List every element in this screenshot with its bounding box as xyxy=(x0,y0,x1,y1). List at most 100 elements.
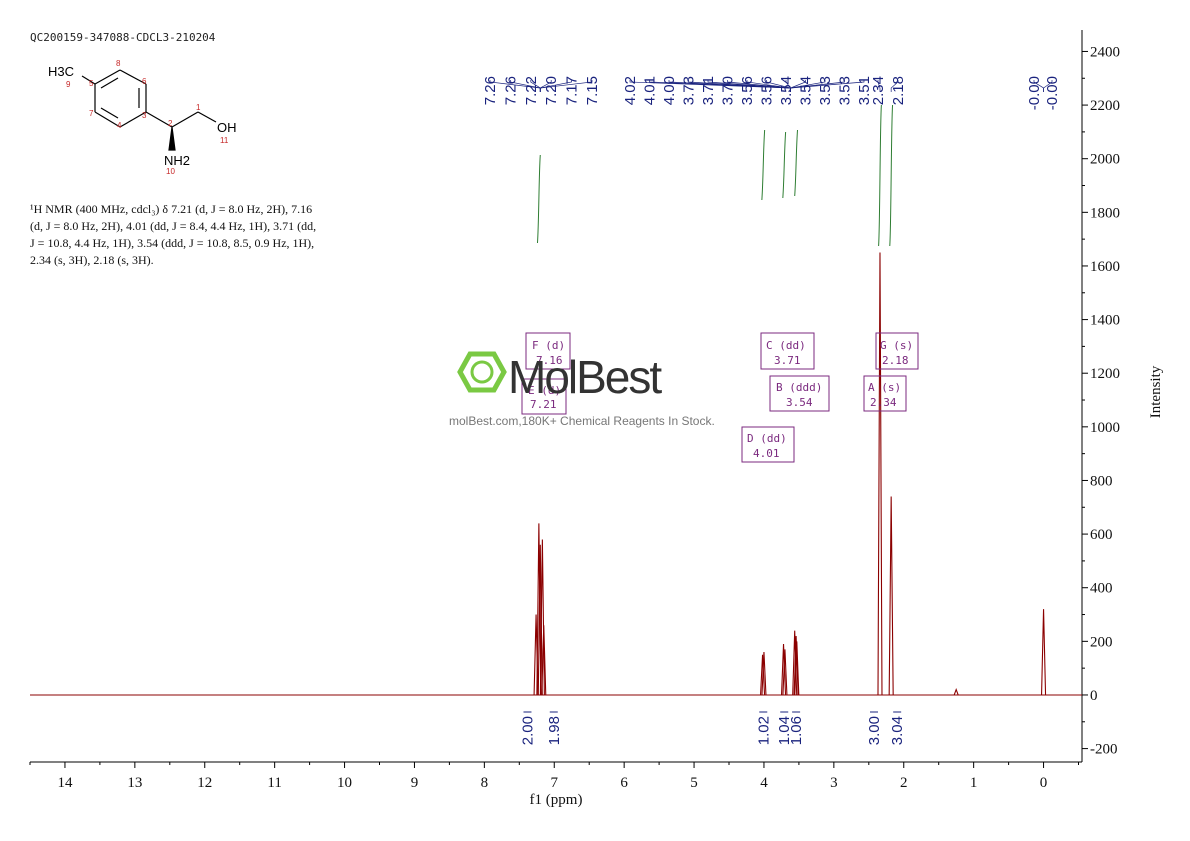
x-tick-label: 3 xyxy=(830,775,838,791)
multiplet-box-b: B (ddd) 3.54 xyxy=(769,375,830,412)
x-tick-label: 1 xyxy=(970,775,978,791)
integral-value: 2.00 xyxy=(519,716,536,745)
integral-value: 1.02 xyxy=(755,716,772,745)
integral-value: 1.06 xyxy=(788,716,805,745)
y-tick-label: 0 xyxy=(1090,688,1098,704)
integral-curve xyxy=(878,104,882,247)
x-tick-label: 4 xyxy=(760,775,768,791)
spectrum-peak xyxy=(877,252,883,695)
peak-label: 3.71 xyxy=(700,76,717,105)
x-tick-label: 5 xyxy=(690,775,698,791)
molbest-watermark: MolBest molBest.com,180K+ Chemical Reage… xyxy=(449,351,715,428)
integral-value: 3.04 xyxy=(889,716,906,745)
multiplet-shift: 3.54 xyxy=(786,396,813,409)
multiplet-shift: 7.16 xyxy=(536,354,563,367)
atom-number: 11 xyxy=(220,136,229,145)
peak-leader xyxy=(790,80,865,92)
peak-label: 7.20 xyxy=(543,76,560,105)
peak-label: 3.53 xyxy=(837,76,854,105)
multiplet-label: C (dd) xyxy=(766,339,806,352)
spectrum-peak xyxy=(888,496,894,695)
peak-label: 7.15 xyxy=(584,76,601,105)
multiplet-shift: 2.34 xyxy=(870,396,897,409)
multiplet-label: G (s) xyxy=(880,339,913,352)
multiplet-label: B (ddd) xyxy=(776,381,822,394)
peak-label: 4.00 xyxy=(661,76,678,105)
y-tick-label: 1800 xyxy=(1090,205,1120,221)
amine-label: NH2 xyxy=(164,153,190,168)
peak-label: 3.70 xyxy=(720,76,737,105)
multiplet-label: F (d) xyxy=(532,339,565,352)
peak-label: 3.53 xyxy=(817,76,834,105)
watermark-tagline: molBest.com,180K+ Chemical Reagents In S… xyxy=(449,414,715,428)
integral-curves xyxy=(536,104,894,247)
x-tick-label: 11 xyxy=(267,775,281,791)
integral-value: 1.04 xyxy=(776,716,793,745)
atom-number: 4 xyxy=(117,121,122,130)
peak-leader xyxy=(539,80,593,92)
spectrum-peak xyxy=(953,688,959,696)
y-tick-label: -200 xyxy=(1090,742,1118,758)
integral-labels: 2.00 1.98 1.02 1.041.06 3.00 3.04 xyxy=(519,711,906,745)
integral-curve xyxy=(782,131,787,199)
nmr-description-line: J = 10.8, 4.4 Hz, 1H), 3.54 (ddd, J = 10… xyxy=(30,236,314,250)
multiplet-label: A (s) xyxy=(868,381,901,394)
atom-number: 8 xyxy=(116,59,121,68)
spectrum-peak xyxy=(760,654,766,695)
hydroxyl-label: OH xyxy=(217,120,237,135)
multiplet-shift: 2.18 xyxy=(882,354,909,367)
peak-label: 3.51 xyxy=(856,76,873,105)
y-tick-label: 1400 xyxy=(1090,313,1120,329)
y-tick-label: 1000 xyxy=(1090,420,1120,436)
peak-labels: 7.26 7.26 7.22 7.20 7.17 7.15 4.02 4.01 4.00 3.73… xyxy=(482,76,1061,110)
y-tick-label: 2400 xyxy=(1090,44,1120,60)
x-tick-label: 0 xyxy=(1040,775,1048,791)
integral-curve xyxy=(794,129,799,197)
watermark-brand: MolBest xyxy=(508,351,662,403)
spectrum-peak xyxy=(794,641,800,695)
x-tick-label: 8 xyxy=(481,775,489,791)
y-tick-label: 2000 xyxy=(1090,152,1120,168)
y-tick-label: 1600 xyxy=(1090,259,1120,275)
x-tick-label: 6 xyxy=(620,775,628,791)
peak-label: 3.73 xyxy=(681,76,698,105)
sample-id: QC200159-347088-CDCL3-210204 xyxy=(30,31,216,44)
integral-curve xyxy=(889,104,894,247)
spectrum-peak xyxy=(1041,609,1047,695)
multiplet-box-g: G (s) 2.18 xyxy=(875,332,919,370)
integral-value: 3.00 xyxy=(866,716,883,745)
y-tick-label: 800 xyxy=(1090,473,1113,489)
peak-label: 3.54 xyxy=(798,76,815,105)
spectrum-peak xyxy=(537,544,543,695)
peak-label: -0.00 xyxy=(1044,76,1061,110)
x-tick-label: 12 xyxy=(197,775,212,791)
peak-label: 3.56 xyxy=(739,76,756,105)
peak-leader xyxy=(1043,80,1053,92)
nmr-description-line: ¹H NMR (400 MHz, cdcl₃) δ 7.21 (d, J = 8… xyxy=(30,202,312,216)
y-tick-label: 2200 xyxy=(1090,98,1120,114)
atom-number: 5 xyxy=(89,79,94,88)
peak-label: 3.56 xyxy=(759,76,776,105)
y-tick-label: 600 xyxy=(1090,527,1113,543)
spectrum-peak xyxy=(782,649,788,695)
nmr-description-line: 2.34 (s, 3H), 2.18 (s, 3H). xyxy=(30,253,154,267)
multiplet-label: E (d) xyxy=(528,384,561,397)
multiplet-shift: 7.21 xyxy=(530,398,557,411)
benzene-logo-icon xyxy=(457,351,507,393)
x-tick-label: 9 xyxy=(411,775,419,791)
y-tick-label: 200 xyxy=(1090,634,1113,650)
peak-label: 2.18 xyxy=(890,76,907,105)
x-tick-label: 7 xyxy=(551,775,559,791)
peak-label: 3.54 xyxy=(778,76,795,105)
multiplet-box-e: E (d) 7.21 xyxy=(521,378,567,415)
peak-label: 7.26 xyxy=(502,76,519,105)
peak-label: 7.22 xyxy=(523,76,540,105)
atom-number: 7 xyxy=(89,109,94,118)
y-tick-label: 400 xyxy=(1090,581,1113,597)
peak-label: 2.34 xyxy=(870,76,887,105)
spectrum-peak xyxy=(761,652,767,695)
multiplet-shift: 3.71 xyxy=(774,354,801,367)
peak-leader xyxy=(890,80,899,92)
y-tick-label: 1200 xyxy=(1090,366,1120,382)
peak-leader xyxy=(877,80,881,92)
